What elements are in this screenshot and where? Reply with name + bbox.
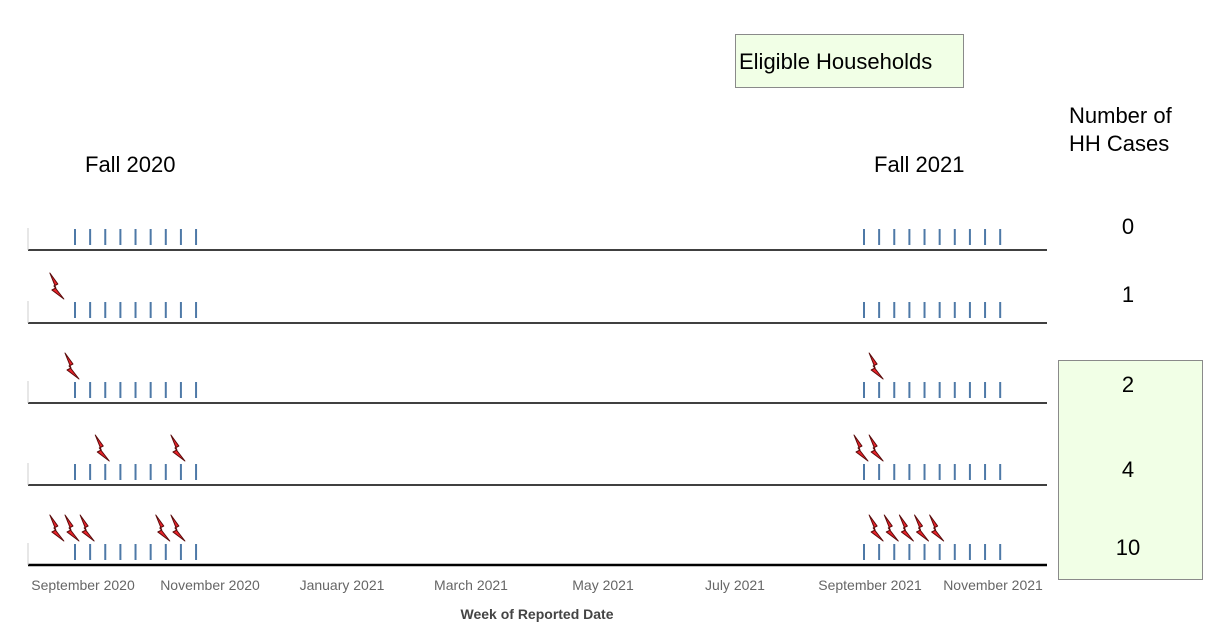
- case-count-label: 2: [1122, 372, 1134, 397]
- case-marker-icon: [868, 352, 884, 380]
- case-marker-icon: [64, 514, 80, 542]
- case-marker-icon: [155, 514, 171, 542]
- x-axis-label: Week of Reported Date: [461, 606, 614, 622]
- eligible-legend-box: [735, 34, 964, 88]
- x-tick-label: September 2021: [818, 577, 922, 593]
- case-marker-icon: [853, 434, 869, 462]
- case-marker-icon: [49, 272, 65, 300]
- eligible-legend-label: Eligible Households: [739, 49, 933, 74]
- x-tick-label: September 2020: [31, 577, 135, 593]
- case-count-label: 1: [1122, 282, 1134, 307]
- case-marker-icon: [170, 514, 186, 542]
- case-count-header: Number of HH Cases: [1069, 102, 1172, 158]
- case-marker-icon: [94, 434, 110, 462]
- case-marker-icon: [868, 514, 884, 542]
- case-marker-icon: [929, 514, 945, 542]
- case-count-label: 4: [1122, 457, 1134, 482]
- x-tick-label: November 2021: [943, 577, 1043, 593]
- case-marker-icon: [64, 352, 80, 380]
- x-tick-label: March 2021: [434, 577, 508, 593]
- x-tick-label: November 2020: [160, 577, 260, 593]
- season-label-fall-2021: Fall 2021: [874, 152, 965, 177]
- x-tick-label: July 2021: [705, 577, 765, 593]
- case-count-label: 10: [1116, 535, 1140, 560]
- eligible-households-highlight: [1058, 360, 1203, 580]
- case-count-label: 0: [1122, 214, 1134, 239]
- case-marker-icon: [79, 514, 95, 542]
- case-count-header-line1: Number of: [1069, 103, 1172, 128]
- case-marker-icon: [170, 434, 186, 462]
- case-marker-icon: [868, 434, 884, 462]
- case-marker-icon: [883, 514, 899, 542]
- case-marker-icon: [898, 514, 914, 542]
- season-label-fall-2020: Fall 2020: [85, 152, 176, 177]
- case-marker-icon: [914, 514, 930, 542]
- case-count-header-line2: HH Cases: [1069, 131, 1170, 156]
- x-tick-label: May 2021: [572, 577, 634, 593]
- case-marker-icon: [49, 514, 65, 542]
- x-tick-label: January 2021: [300, 577, 385, 593]
